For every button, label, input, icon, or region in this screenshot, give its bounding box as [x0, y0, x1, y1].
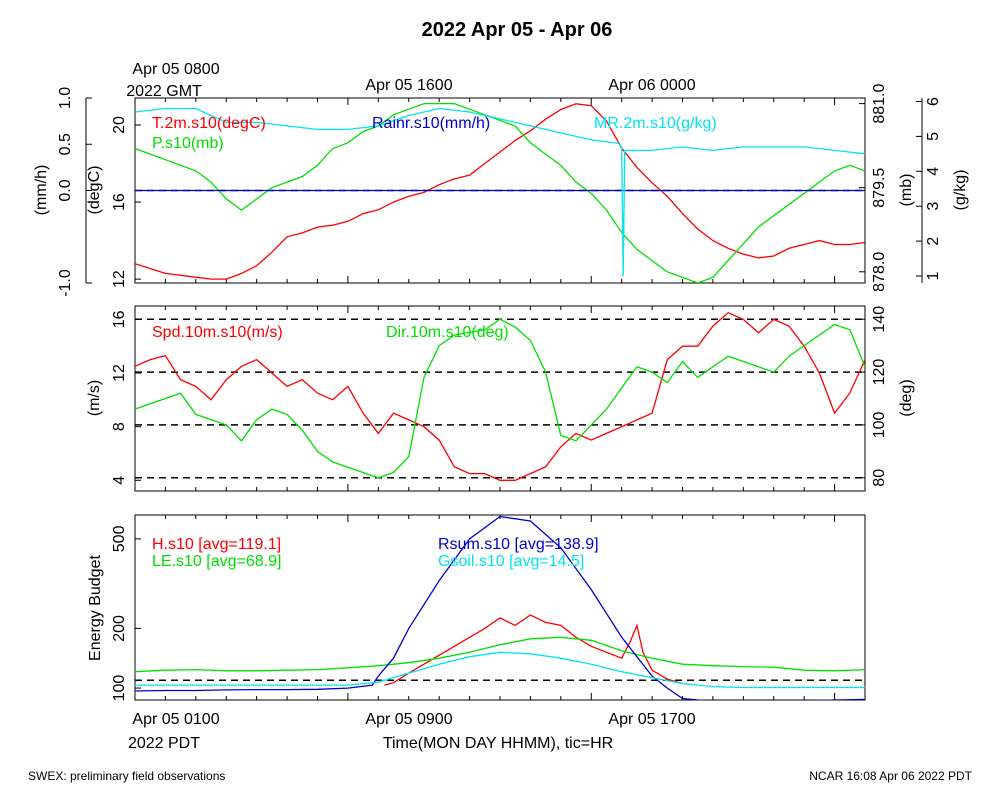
- y-tick-label-m-s: 12: [111, 364, 128, 382]
- y-tick-label-g-kg: 2: [925, 237, 942, 246]
- footer-right: NCAR 16:08 Apr 06 2022 PDT: [809, 769, 972, 783]
- chart-panels: -1.00.00.51.0(mm/h)121620(degC)878.0879.…: [33, 83, 969, 701]
- y-tick-label-deg: 100: [871, 411, 888, 438]
- top-axis-tick-label: Apr 06 0000: [608, 77, 695, 94]
- y-tick-label-energy: 200: [111, 615, 128, 642]
- legend-label: Gsoil.s10 [avg=14.5]: [438, 553, 584, 570]
- legend-label: Rainr.s10(mm/h): [372, 115, 490, 132]
- legend-label: T.2m.s10(degC): [152, 115, 266, 132]
- y-axis-label-energy: Energy Budget: [87, 555, 104, 661]
- legend-label: P.s10(mb): [152, 135, 224, 152]
- legend-label: H.s10 [avg=119.1]: [152, 536, 281, 553]
- y-tick-label-degc: 16: [111, 193, 128, 211]
- y-tick-label-deg: 140: [871, 306, 888, 333]
- series-line-green: [135, 102, 865, 283]
- y-tick-label-g-kg: 4: [925, 167, 942, 176]
- top-axis-tick-label: Apr 05 0800: [132, 61, 219, 78]
- series-line-red: [384, 614, 683, 686]
- y-tick-label-mm-h: 0.5: [57, 133, 74, 155]
- y-tick-label-g-kg: 5: [925, 132, 942, 141]
- series-line-green: [135, 636, 865, 673]
- y-tick-label-g-kg: 1: [925, 271, 942, 280]
- series-line-blue: [135, 515, 865, 700]
- y-tick-label-degc: 20: [111, 116, 128, 134]
- legend-label: LE.s10 [avg=68.9]: [152, 553, 281, 570]
- y-tick-label-m-s: 16: [111, 310, 128, 328]
- series-line-red: [135, 311, 865, 481]
- bottom-axis-zone-label: 2022 PDT: [128, 735, 200, 752]
- y-tick-label-m-s: 8: [111, 422, 128, 431]
- legend-label: Spd.10m.s10(m/s): [152, 324, 283, 341]
- legend-label: Rsum.s10 [avg=138.9]: [438, 536, 599, 553]
- y-tick-label-mb: 879.5: [871, 168, 888, 208]
- y-tick-label-mm-h: 0.0: [57, 179, 74, 201]
- y-tick-label-energy: 100: [111, 675, 128, 702]
- y-tick-label-mm-h: 1.0: [57, 87, 74, 109]
- y-tick-label-mb: 881.0: [871, 83, 888, 123]
- series-line-cyan: [135, 107, 865, 277]
- y-axis-label-m-s: (m/s): [86, 380, 103, 416]
- y-tick-label-energy: 500: [111, 525, 128, 552]
- series-line-green: [135, 318, 865, 479]
- top-axis-zone-label: 2022 GMT: [126, 83, 202, 100]
- y-axis-label-degc: (degC): [86, 166, 103, 215]
- y-axis-label-mb: (mb): [898, 174, 915, 207]
- legend-label: MR.2m.s10(g/kg): [594, 115, 717, 132]
- series-line-red: [135, 103, 865, 280]
- chart-title: 2022 Apr 05 - Apr 06: [422, 19, 613, 41]
- bottom-axis-tick-label: Apr 05 0900: [365, 711, 452, 728]
- series-line-cyan: [135, 651, 865, 689]
- y-tick-label-mm-h: -1.0: [57, 269, 74, 297]
- y-tick-label-degc: 12: [111, 270, 128, 288]
- footer-left: SWEX: preliminary field observations: [28, 769, 225, 783]
- y-tick-label-deg: 80: [871, 469, 888, 487]
- y-axis-label-deg: (deg): [898, 379, 915, 416]
- x-axis-title: Time(MON DAY HHMM), tic=HR: [383, 735, 613, 752]
- y-tick-label-deg: 120: [871, 359, 888, 386]
- y-tick-label-mb: 878.0: [871, 252, 888, 292]
- y-tick-label-g-kg: 3: [925, 202, 942, 211]
- top-axis-tick-label: Apr 05 1600: [365, 77, 452, 94]
- y-tick-label-m-s: 4: [111, 476, 128, 485]
- y-tick-label-g-kg: 6: [925, 97, 942, 106]
- y-axis-label-mm-h: (mm/h): [33, 165, 50, 216]
- bottom-axis-tick-label: Apr 05 1700: [608, 711, 695, 728]
- y-axis-label-g-kg: (g/kg): [952, 170, 969, 211]
- legend-label: Dir.10m.s10(deg): [386, 324, 509, 341]
- bottom-axis-tick-label: Apr 05 0100: [132, 711, 219, 728]
